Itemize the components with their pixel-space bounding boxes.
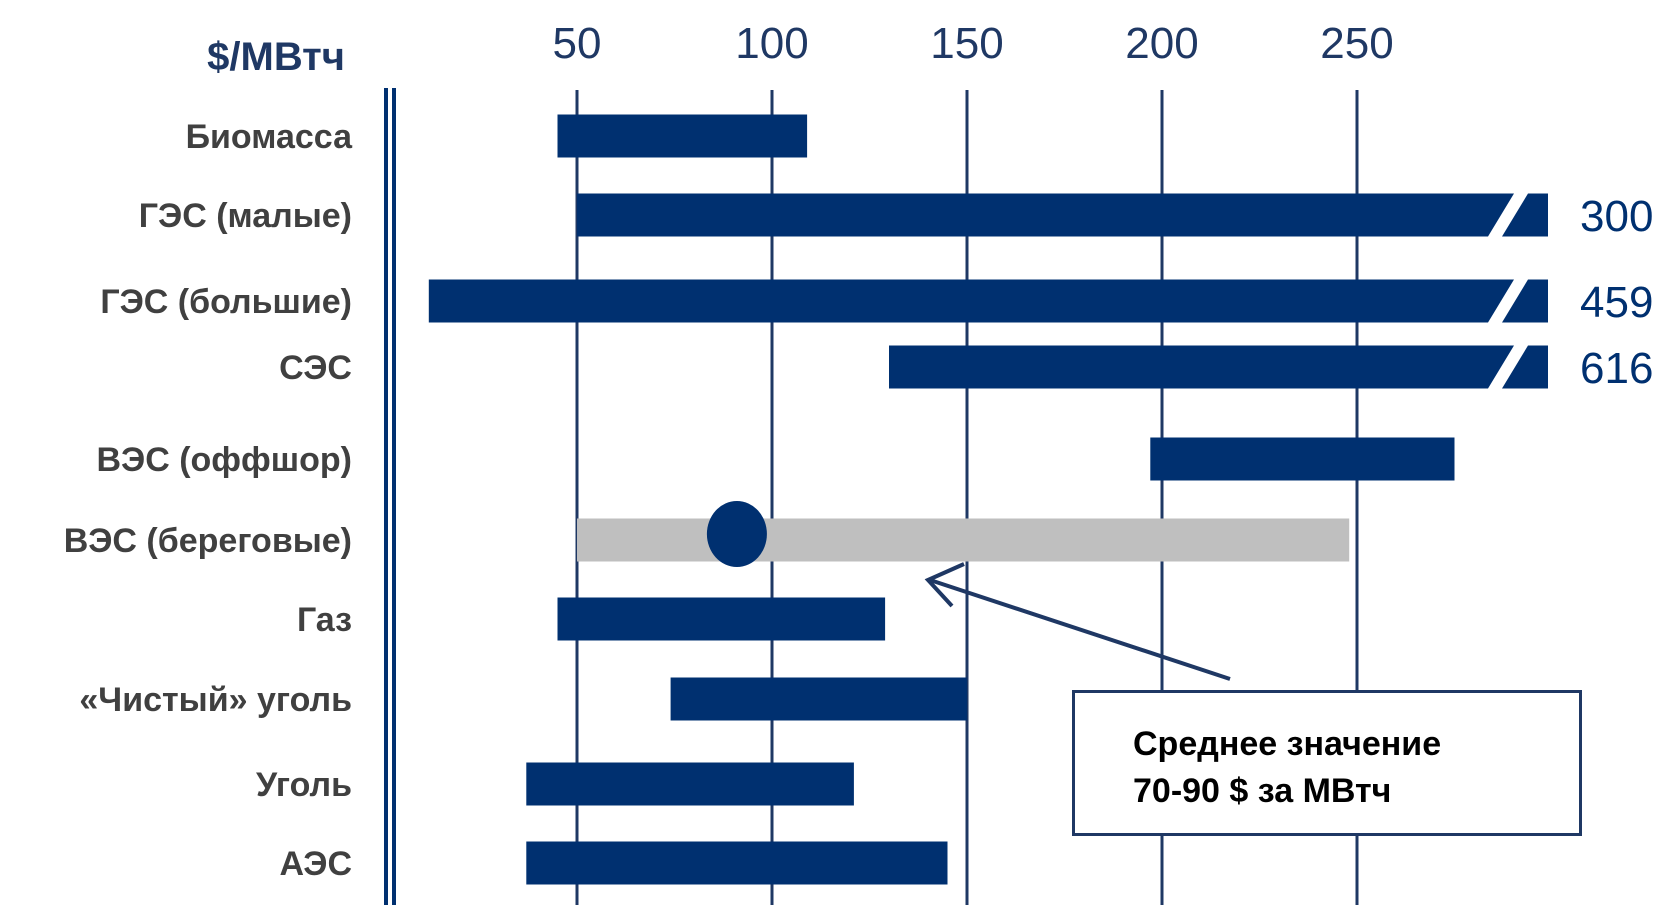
annotation-arrow	[924, 562, 1231, 681]
tick-label-100: 100	[735, 19, 808, 68]
bar-2-max-label: 459	[1580, 278, 1653, 327]
bar-1	[577, 193, 1548, 237]
category-labels: Биомасса ГЭС (малые) ГЭС (большие) СЭС ВЭС (…	[64, 118, 353, 883]
arrow-head	[924, 562, 965, 608]
category-label-7: «Чистый» уголь	[79, 681, 352, 719]
category-label-6: Газ	[297, 601, 352, 639]
category-label-8: Уголь	[256, 766, 352, 804]
category-label-9: АЭС	[280, 845, 352, 883]
tick-label-50: 50	[553, 19, 602, 68]
bar-9	[526, 841, 948, 885]
category-label-0: Биомасса	[186, 118, 354, 156]
bar-8	[526, 762, 854, 806]
bar-7	[670, 677, 967, 721]
bar-3-max-label: 616	[1580, 344, 1653, 393]
unit-label: $/МВтч	[207, 35, 345, 79]
category-label-3: СЭС	[279, 349, 352, 387]
bar-4	[1150, 437, 1455, 481]
range-bars: 300 459 616	[428, 114, 1653, 885]
y-axis-line	[384, 88, 396, 905]
category-label-2: ГЭС (большие)	[100, 283, 352, 321]
bar-2	[428, 279, 1548, 323]
category-label-4: ВЭС (оффшор)	[96, 441, 352, 479]
bar-5	[577, 518, 1350, 562]
x-axis-ticks: 50 100 150 200 250	[553, 19, 1394, 68]
bar-3	[889, 345, 1548, 389]
tick-label-200: 200	[1125, 19, 1198, 68]
bar-6	[557, 597, 886, 641]
tick-label-250: 250	[1320, 19, 1393, 68]
bar-1-max-label: 300	[1580, 192, 1653, 241]
bar-1-break-mark	[1488, 193, 1528, 237]
arrow-shaft	[929, 578, 1231, 681]
annotation-box: Среднее значение 70-90 $ за МВтч	[1072, 690, 1582, 836]
category-label-1: ГЭС (малые)	[139, 197, 352, 235]
category-label-5: ВЭС (береговые)	[64, 522, 352, 560]
bar-5-average-marker	[706, 501, 767, 567]
annotation-line-2: 70-90 $ за МВтч	[1133, 772, 1392, 810]
bar-3-break-mark	[1488, 345, 1528, 389]
bar-2-break-mark	[1488, 279, 1528, 323]
bar-0	[557, 114, 808, 158]
annotation-line-1: Среднее значение	[1133, 725, 1442, 763]
tick-label-150: 150	[930, 19, 1003, 68]
